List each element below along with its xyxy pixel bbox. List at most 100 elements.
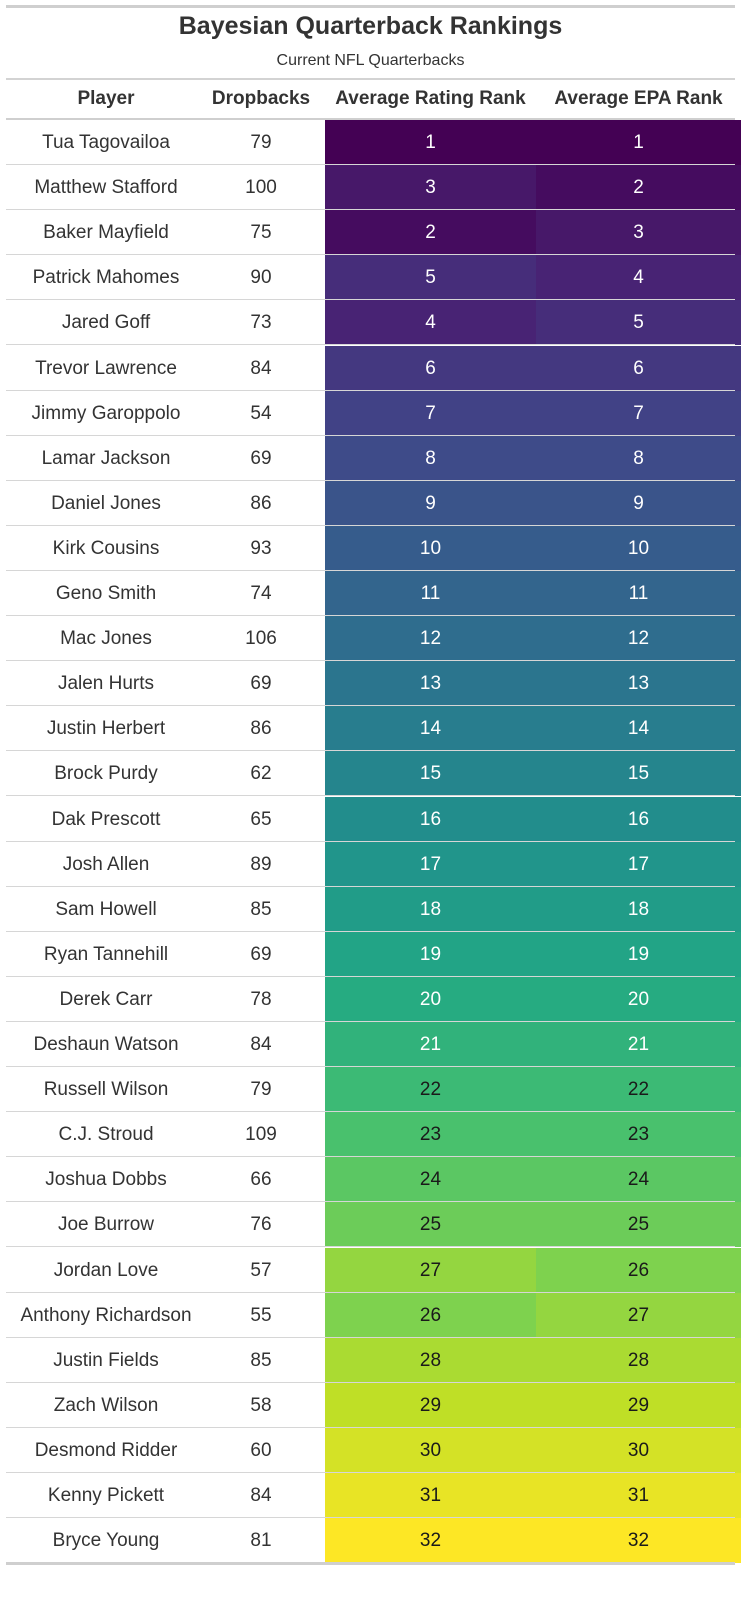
table-row: Zach Wilson 58 29 29: [6, 1382, 741, 1428]
table-title: Bayesian Quarterback Rankings: [178, 12, 563, 40]
table-row: Justin Fields 85 28 28: [6, 1337, 741, 1383]
dropbacks-cell: 74: [250, 583, 272, 604]
epa-rank-cell: 4: [536, 255, 741, 301]
player-cell: Mac Jones: [60, 628, 152, 650]
row-divider: [6, 1426, 735, 1428]
player-cell: Jared Goff: [61, 312, 151, 334]
table-row: Kirk Cousins 93 10 10: [6, 525, 741, 571]
epa-rank-cell: 32: [536, 1518, 741, 1564]
row-divider: [6, 1336, 735, 1338]
header-top-rule: [6, 78, 735, 80]
epa-rank-cell: 17: [536, 841, 741, 887]
player-cell: Ryan Tannehill: [43, 943, 169, 965]
player-cell: Tua Tagovailoa: [42, 132, 170, 153]
dropbacks-cell: 66: [250, 1169, 272, 1191]
player-cell: Zach Wilson: [53, 1394, 159, 1416]
dropbacks-cell: 69: [250, 943, 272, 965]
header-bottom-rule: [6, 118, 735, 120]
row-divider: [6, 885, 735, 887]
table-row: Josh Allen 89 17 17: [6, 841, 741, 887]
row-divider: [6, 434, 735, 436]
rating-rank-cell: 13: [325, 661, 536, 707]
row-divider: [6, 1471, 735, 1473]
rating-rank-cell: 32: [325, 1518, 536, 1564]
rating-rank-cell: 22: [325, 1067, 536, 1113]
row-divider: [6, 705, 735, 707]
row-divider: [6, 1066, 735, 1068]
table-row: Derek Carr 78 20 20: [6, 976, 741, 1022]
rating-rank-cell: 5: [325, 255, 536, 301]
rating-rank-cell: 31: [325, 1473, 536, 1519]
row-divider: [6, 1201, 735, 1203]
table-row: Jalen Hurts 69 13 13: [6, 661, 741, 707]
row-divider: [6, 569, 735, 571]
dropbacks-cell: 54: [250, 402, 272, 424]
row-divider: [6, 254, 735, 256]
table-row: Brock Purdy 62 15 15: [6, 751, 741, 797]
epa-rank-cell: 27: [536, 1292, 741, 1338]
epa-rank-cell: 29: [536, 1382, 741, 1428]
dropbacks-cell: 57: [250, 1259, 272, 1281]
player-cell: Anthony Richardson: [20, 1304, 192, 1326]
rating-rank-cell: 10: [325, 525, 536, 571]
epa-rank-cell: 8: [536, 435, 741, 481]
rating-rank-cell: 14: [325, 706, 536, 752]
rating-rank-cell: 29: [325, 1382, 536, 1428]
dropbacks-cell: 90: [250, 267, 272, 289]
top-rule: [6, 5, 735, 8]
epa-rank-cell: 26: [536, 1247, 741, 1293]
table-row: Baker Mayfield 75 2 3: [6, 210, 741, 256]
table-row: Jared Goff 73 4 5: [6, 300, 741, 346]
player-cell: Trevor Lawrence: [35, 357, 177, 379]
player-cell: Jimmy Garoppolo: [31, 402, 181, 424]
player-cell: Matthew Stafford: [34, 177, 178, 199]
table-row: Patrick Mahomes 90 5 4: [6, 255, 741, 301]
player-cell: Russell Wilson: [43, 1079, 169, 1101]
player-cell: Baker Mayfield: [43, 222, 169, 244]
epa-rank-cell: 30: [536, 1427, 741, 1473]
player-cell: Desmond Ridder: [34, 1439, 178, 1461]
table-row: Sam Howell 85 18 18: [6, 886, 741, 932]
player-cell: Justin Herbert: [46, 718, 166, 740]
dropbacks-cell: 100: [245, 177, 277, 199]
rating-rank-cell: 9: [325, 480, 536, 526]
table-row: Joshua Dobbs 66 24 24: [6, 1157, 741, 1203]
dropbacks-cell: 60: [250, 1439, 272, 1461]
dropbacks-cell: 73: [250, 312, 272, 334]
table-row: C.J. Stroud 109 23 23: [6, 1112, 741, 1158]
rating-rank-cell: 16: [325, 796, 536, 842]
dropbacks-cell: 65: [250, 808, 272, 830]
rating-rank-cell: 11: [325, 571, 536, 617]
table-row: Matthew Stafford 100 3 2: [6, 165, 741, 211]
rating-rank-cell: 2: [325, 210, 536, 256]
rating-rank-cell: 20: [325, 976, 536, 1022]
rating-rank-cell: 28: [325, 1337, 536, 1383]
dropbacks-cell: 89: [250, 853, 272, 875]
player-cell: Bryce Young: [52, 1530, 160, 1552]
rating-rank-cell: 24: [325, 1157, 536, 1203]
player-cell: Sam Howell: [55, 898, 157, 920]
table-row: Anthony Richardson 55 26 27: [6, 1292, 741, 1338]
row-divider: [6, 1517, 735, 1519]
dropbacks-cell: 93: [250, 537, 272, 559]
row-divider: [6, 750, 735, 752]
epa-rank-cell: 2: [536, 165, 741, 211]
epa-rank-cell: 20: [536, 976, 741, 1022]
row-divider: [6, 1020, 735, 1022]
epa-rank-cell: 31: [536, 1473, 741, 1519]
dropbacks-cell: 85: [250, 1349, 272, 1371]
epa-rank-cell: 7: [536, 390, 741, 436]
table-subtitle: Current NFL Quarterbacks: [276, 52, 465, 69]
dropbacks-cell: 55: [250, 1304, 272, 1326]
row-divider: [6, 1381, 735, 1383]
column-header-player: Player: [77, 88, 135, 109]
row-divider: [6, 615, 735, 617]
rating-rank-cell: 1: [325, 120, 536, 166]
table-row: Jimmy Garoppolo 54 7 7: [6, 390, 741, 436]
row-divider: [6, 344, 735, 346]
bottom-rule: [6, 1562, 735, 1566]
epa-rank-cell: 6: [536, 345, 741, 391]
player-cell: Geno Smith: [55, 583, 157, 604]
epa-rank-cell: 5: [536, 300, 741, 346]
